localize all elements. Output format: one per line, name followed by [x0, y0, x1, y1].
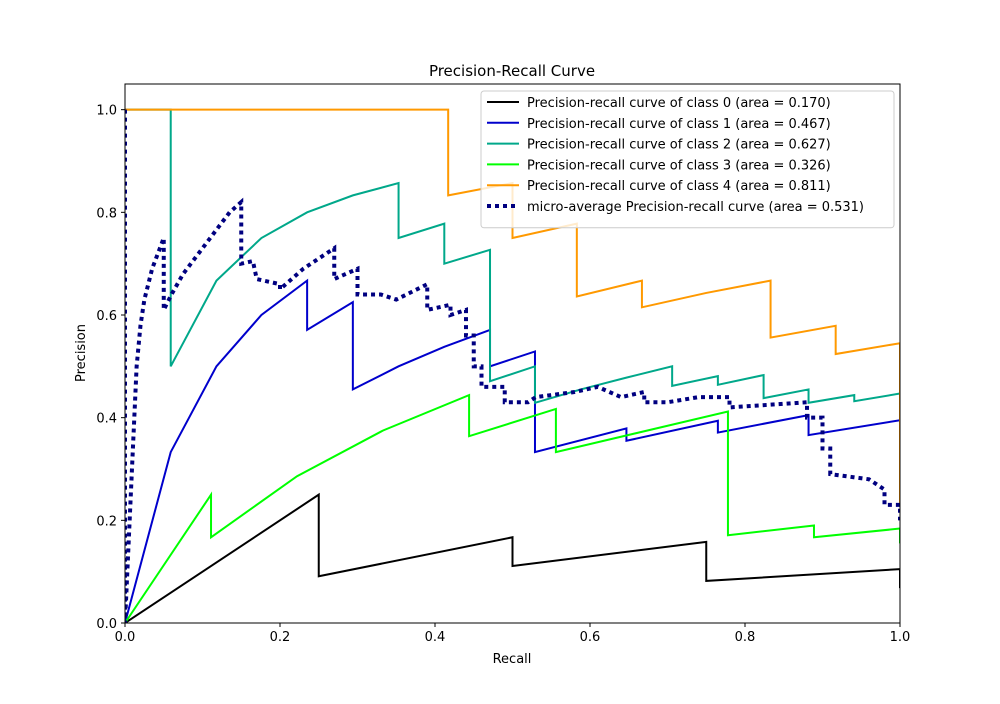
- series-line-5: [125, 109, 900, 623]
- legend-label: micro-average Precision-recall curve (ar…: [527, 200, 864, 215]
- series-line-0: [125, 492, 900, 623]
- x-tick-label: 0.4: [425, 630, 446, 645]
- legend-label: Precision-recall curve of class 2 (area …: [527, 138, 831, 153]
- legend-label: Precision-recall curve of class 4 (area …: [527, 179, 831, 194]
- y-tick-label: 0.0: [96, 617, 117, 632]
- x-axis: 0.0 0.2 0.4 0.6 0.8 1.0: [115, 623, 911, 645]
- x-tick-label: 0.2: [270, 630, 291, 645]
- curves-layer: [125, 108, 900, 623]
- y-tick-label: 1.0: [96, 104, 117, 119]
- x-tick-label: 1.0: [890, 630, 911, 645]
- series-line-2: [125, 108, 900, 405]
- legend-label: Precision-recall curve of class 0 (area …: [527, 96, 831, 111]
- x-axis-label: Recall: [493, 652, 532, 667]
- legend-label: Precision-recall curve of class 3 (area …: [527, 158, 831, 173]
- x-tick-label: 0.8: [735, 630, 756, 645]
- y-tick-label: 0.2: [96, 514, 117, 529]
- series-line-1: [125, 278, 900, 623]
- y-axis-label: Precision: [74, 324, 89, 382]
- y-tick-label: 0.4: [96, 412, 117, 427]
- chart-title: Precision-Recall Curve: [429, 62, 595, 80]
- axes-frame: [124, 83, 901, 624]
- y-tick-label: 0.6: [96, 309, 117, 324]
- y-axis: 0.0 0.2 0.4 0.6 0.8 1.0: [96, 104, 125, 632]
- legend-label: Precision-recall curve of class 1 (area …: [527, 117, 831, 132]
- series-line-4: [125, 108, 900, 505]
- legend: Precision-recall curve of class 0 (area …: [480, 90, 895, 229]
- series-line-3: [125, 393, 900, 623]
- legend-box: [480, 90, 895, 229]
- x-tick-label: 0.6: [580, 630, 601, 645]
- y-tick-label: 0.8: [96, 206, 117, 221]
- x-tick-label: 0.0: [115, 630, 136, 645]
